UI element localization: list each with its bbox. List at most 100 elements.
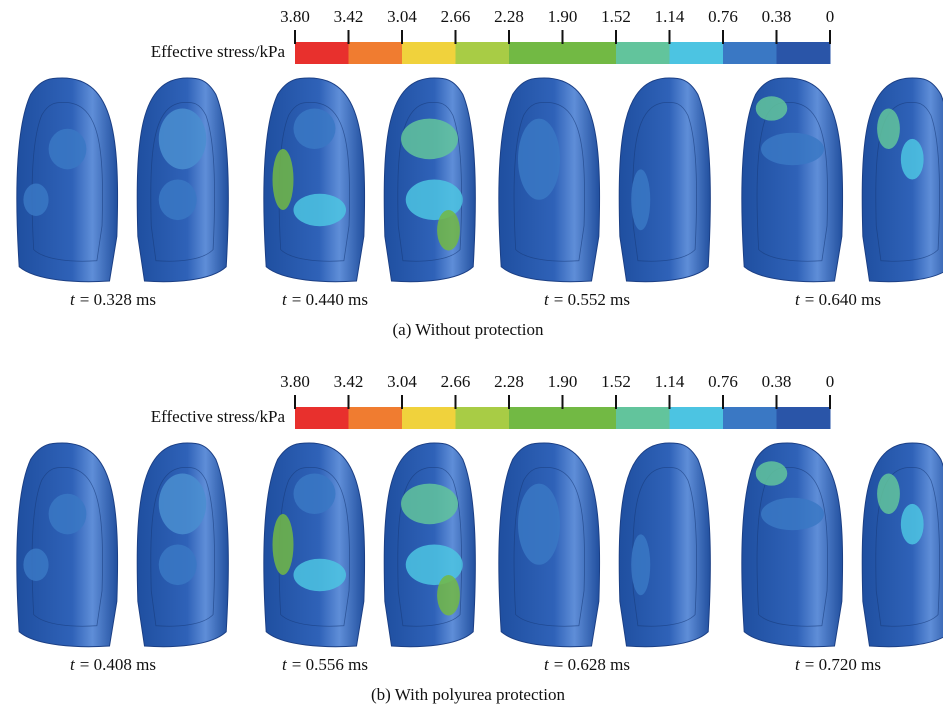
colorbar-segment [670, 407, 724, 429]
stress-patch [761, 133, 824, 165]
stress-patch [518, 484, 560, 565]
time-label: t= 0.440 ms [282, 290, 368, 309]
time-label: t= 0.328 ms [70, 290, 156, 309]
stress-patch [756, 96, 788, 120]
time-label: t= 0.556 ms [282, 655, 368, 674]
time-value: = 0.408 ms [80, 655, 156, 674]
colorbar-segment [723, 407, 777, 429]
panel: Effective stress/kPa 3.80 3.42 3.04 2.66 2.28… [17, 7, 943, 339]
colorbar-segment [295, 407, 349, 429]
colorbar-tick-label: 1.90 [548, 7, 578, 26]
colorbar-tick-label: 0.38 [762, 7, 792, 26]
lung [862, 443, 943, 647]
colorbar-segment [295, 42, 349, 64]
colorbar-tick-label: 0 [826, 7, 835, 26]
time-variable: t [70, 290, 76, 309]
time-value: = 0.628 ms [554, 655, 630, 674]
figure: Effective stress/kPa 3.80 3.42 3.04 2.66 2.28… [0, 0, 943, 716]
colorbar-tick-label: 3.04 [387, 372, 417, 391]
colorbar-segment [456, 407, 510, 429]
stress-patch [273, 514, 294, 575]
colorbar-segment [563, 407, 617, 429]
stress-patch [294, 473, 336, 514]
time-value: = 0.440 ms [292, 290, 368, 309]
colorbar-segment [509, 407, 563, 429]
colorbar-tick-label: 0.76 [708, 372, 738, 391]
time-variable: t [795, 290, 801, 309]
colorbar-tick-label: 2.66 [441, 7, 471, 26]
colorbar-tick-label: 3.42 [334, 372, 364, 391]
colorbar-label: Effective stress/kPa [151, 407, 286, 426]
colorbar-segment [349, 407, 403, 429]
lung [862, 78, 943, 282]
stress-patch [23, 549, 48, 581]
colorbar-tick-label: 2.66 [441, 372, 471, 391]
colorbar-label: Effective stress/kPa [151, 42, 286, 61]
colorbar-segment [509, 42, 563, 64]
time-label: t= 0.628 ms [544, 655, 630, 674]
stress-patch [159, 545, 197, 586]
stress-patch [401, 484, 458, 525]
page: {"panels": [ {"caption": "(a) Without pr… [0, 0, 943, 716]
stress-patch [877, 473, 900, 514]
colorbar-segment [402, 407, 456, 429]
colorbar-tick-label: 3.04 [387, 7, 417, 26]
time-value: = 0.640 ms [805, 290, 881, 309]
stress-patch [273, 149, 294, 210]
colorbar-tick-label: 2.28 [494, 372, 524, 391]
stress-patch [901, 504, 924, 545]
time-variable: t [544, 655, 550, 674]
stress-patch [49, 494, 87, 535]
colorbar-tick-label: 1.14 [655, 372, 685, 391]
stress-patch [401, 119, 458, 160]
colorbar-segment [616, 42, 670, 64]
time-variable: t [70, 655, 76, 674]
time-variable: t [282, 655, 288, 674]
stress-patch [23, 184, 48, 216]
colorbar-segment [616, 407, 670, 429]
time-variable: t [544, 290, 550, 309]
colorbar-tick-label: 1.14 [655, 7, 685, 26]
stress-patch [631, 534, 650, 595]
time-label: t= 0.552 ms [544, 290, 630, 309]
colorbar-tick-label: 1.90 [548, 372, 578, 391]
stress-patch [901, 139, 924, 180]
colorbar-segment [349, 42, 403, 64]
colorbar-tick-label: 2.28 [494, 7, 524, 26]
panel-caption: (a) Without protection [392, 320, 544, 339]
stress-patch [159, 180, 197, 221]
colorbar-segment [456, 42, 510, 64]
time-label: t= 0.720 ms [795, 655, 881, 674]
stress-patch [437, 210, 460, 251]
colorbar-segment [402, 42, 456, 64]
colorbar-segment [777, 407, 831, 429]
stress-patch [294, 194, 347, 226]
time-value: = 0.720 ms [805, 655, 881, 674]
stress-patch [49, 129, 87, 170]
stress-patch [437, 575, 460, 616]
time-variable: t [282, 290, 288, 309]
stress-patch [294, 108, 336, 149]
colorbar-tick-label: 0 [826, 372, 835, 391]
colorbar-tick-label: 3.80 [280, 372, 310, 391]
time-label: t= 0.408 ms [70, 655, 156, 674]
colorbar-tick-label: 1.52 [601, 7, 631, 26]
stress-patch [631, 169, 650, 230]
stress-patch [756, 461, 788, 485]
colorbar-segment [777, 42, 831, 64]
panel: Effective stress/kPa 3.80 3.42 3.04 2.66 2.28… [17, 372, 943, 704]
stress-patch [761, 498, 824, 530]
stress-patch [877, 108, 900, 149]
time-variable: t [795, 655, 801, 674]
panel-caption: (b) With polyurea protection [371, 685, 565, 704]
colorbar-tick-label: 1.52 [601, 372, 631, 391]
time-value: = 0.552 ms [554, 290, 630, 309]
colorbar-tick-label: 3.42 [334, 7, 364, 26]
colorbar-tick-label: 3.80 [280, 7, 310, 26]
time-label: t= 0.640 ms [795, 290, 881, 309]
stress-patch [518, 119, 560, 200]
colorbar-segment [670, 42, 724, 64]
time-value: = 0.556 ms [292, 655, 368, 674]
colorbar-tick-label: 0.38 [762, 372, 792, 391]
stress-patch [294, 559, 347, 591]
